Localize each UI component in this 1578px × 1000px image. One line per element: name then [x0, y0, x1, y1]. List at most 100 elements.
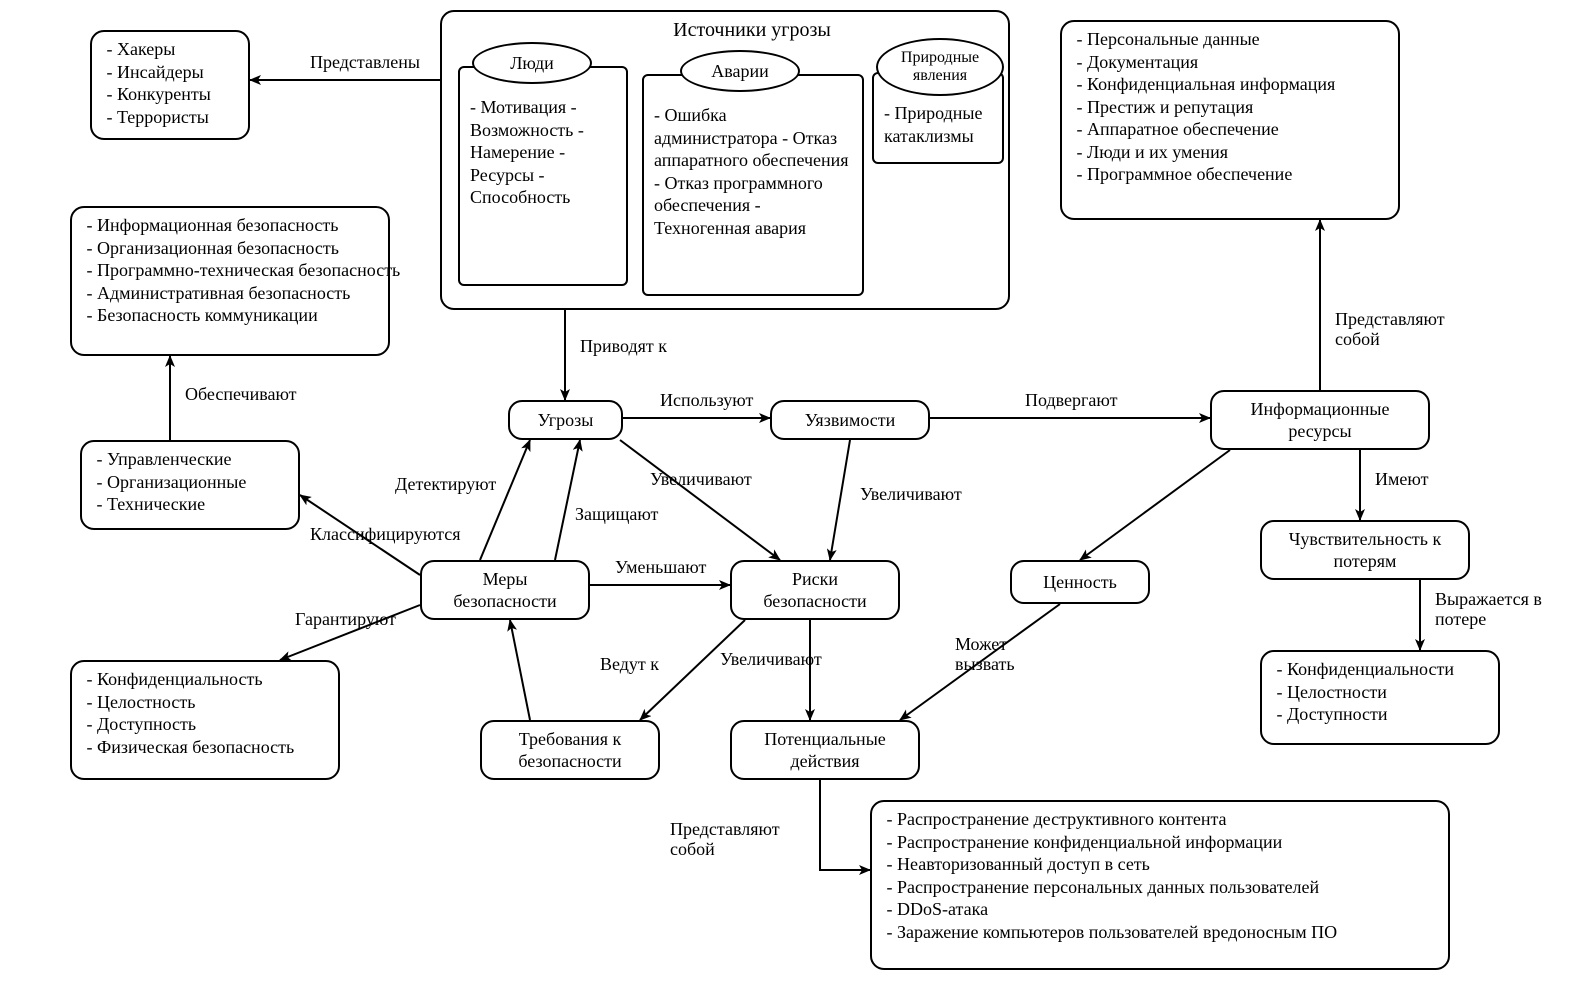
- node-info_res: Информационные ресурсы: [1210, 390, 1430, 450]
- ellipse-nature-label: Природные явления: [878, 49, 1002, 84]
- edge-label-e7: потере: [1435, 609, 1486, 629]
- ellipse-nature: Природные явления: [876, 38, 1004, 96]
- list-item: - Управленческие: [92, 448, 288, 471]
- edge-label-e20: собой: [670, 839, 715, 859]
- list-item: - Безопасность коммуникации: [82, 304, 378, 327]
- edge-e19: [900, 604, 1060, 720]
- node-label: Угрозы: [538, 409, 594, 432]
- node-cia: - Конфиденциальность - Целостность - Дос…: [70, 660, 340, 780]
- edge-e8: [620, 440, 780, 560]
- edge-e6b: [1080, 450, 1230, 560]
- node-risks: Риски безопасности: [730, 560, 900, 620]
- list-item: - Организационная безопасность: [82, 237, 378, 260]
- edge-label-e5: собой: [1335, 329, 1380, 349]
- list-item: - Программно-техническая безопасность: [82, 259, 378, 282]
- ellipse-accidents: Аварии: [680, 50, 800, 92]
- list-item: - Физическая безопасность: [82, 736, 328, 759]
- node-sensitivity: Чувствительность к потерям: [1260, 520, 1470, 580]
- node-hackers: - Хакеры - Инсайдеры - Конкуренты - Терр…: [90, 30, 250, 140]
- edge-label-e7: Выражается в: [1435, 589, 1542, 609]
- node-assets: - Персональные данные - Документация - К…: [1060, 20, 1400, 220]
- edge-label-e19: вызвать: [955, 654, 1015, 674]
- list-item: - Конфиденциальная информация: [1072, 73, 1388, 96]
- node-label: Чувствительность к потерям: [1272, 528, 1458, 573]
- list-item: - Информационная безопасность: [82, 214, 378, 237]
- list-item: - Доступности: [1272, 703, 1488, 726]
- node-label: Потенциальные действия: [742, 728, 908, 773]
- node-value: Ценность: [1010, 560, 1150, 604]
- list-item: - Программное обеспечение: [1072, 163, 1388, 186]
- node-label: Меры безопасности: [432, 568, 578, 613]
- list-item: - Конкуренты: [102, 83, 238, 106]
- edge-e10: [480, 440, 530, 560]
- edge-label-e9: Увеличивают: [860, 484, 962, 504]
- node-label: Требования к безопасности: [492, 728, 648, 773]
- list-item: - Террористы: [102, 106, 238, 129]
- list-item: - Природные катаклизмы: [884, 102, 992, 147]
- node-potential: Потенциальные действия: [730, 720, 920, 780]
- list-item: - Хакеры: [102, 38, 238, 61]
- node-vuln: Уязвимости: [770, 400, 930, 440]
- subbox-accidents: - Ошибка администратора - Отказ аппаратн…: [642, 74, 864, 296]
- diagram-stage: Источники угрозы - Мотивация - Возможнос…: [0, 0, 1578, 1000]
- edge-label-e11: Защищают: [575, 504, 659, 524]
- edge-label-e10: Детектируют: [395, 474, 496, 494]
- list-item: - Аппаратное обеспечение: [1072, 118, 1388, 141]
- node-measure_types: - Управленческие - Организационные - Тех…: [80, 440, 300, 530]
- list-item: - Организационные: [92, 471, 288, 494]
- list-item: - Целостность: [82, 691, 328, 714]
- node-threats: Угрозы: [508, 400, 623, 440]
- list-item: - Административная безопасность: [82, 282, 378, 305]
- node-label: Ценность: [1043, 571, 1117, 594]
- edge-label-e8: Увеличивают: [650, 469, 752, 489]
- edge-label-e13: Классифицируются: [310, 524, 460, 544]
- edge-e13: [300, 495, 420, 575]
- node-label: Уязвимости: [805, 409, 896, 432]
- edge-e9: [830, 440, 850, 560]
- node-label: Информационные ресурсы: [1222, 398, 1418, 443]
- edge-e15: [280, 605, 420, 660]
- list-item: - DDoS-атака: [882, 898, 1438, 921]
- list-item: - Заражение компьютеров пользователей вр…: [882, 921, 1438, 944]
- list-item: - Целостности: [1272, 681, 1488, 704]
- node-actions_list: - Распространение деструктивного контент…: [870, 800, 1450, 970]
- edge-e20: [820, 780, 870, 870]
- list-item: - Люди и их умения: [1072, 141, 1388, 164]
- edge-e16: [640, 620, 745, 720]
- list-item: - Распространение деструктивного контент…: [882, 808, 1438, 831]
- node-requirements: Требования к безопасности: [480, 720, 660, 780]
- list-item: - Инсайдеры: [102, 61, 238, 84]
- edge-label-e5: Представляют: [1335, 309, 1445, 329]
- node-infosec_types: - Информационная безопасность - Организа…: [70, 206, 390, 356]
- list-item: - Документация: [1072, 51, 1388, 74]
- list-item: - Ошибка администратора - Отказ аппаратн…: [654, 104, 852, 239]
- edge-label-e20: Представляют: [670, 819, 780, 839]
- node-measures: Меры безопасности: [420, 560, 590, 620]
- edge-label-e15: Гарантируют: [295, 609, 396, 629]
- list-item: - Распространение персональных данных по…: [882, 876, 1438, 899]
- list-item: - Технические: [92, 493, 288, 516]
- edge-label-e4: Подвергают: [1025, 390, 1118, 410]
- list-item: - Мотивация - Возможность - Намерение - …: [470, 96, 616, 209]
- list-item: - Распространение конфиденциальной инфор…: [882, 831, 1438, 854]
- list-item: - Конфиденциальности: [1272, 658, 1488, 681]
- edge-label-e12: Уменьшают: [615, 557, 706, 577]
- list-item: - Доступность: [82, 713, 328, 736]
- edge-label-e6: Имеют: [1375, 469, 1429, 489]
- ellipse-people: Люди: [472, 42, 592, 84]
- node-loss: - Конфиденциальности - Целостности - Дос…: [1260, 650, 1500, 745]
- edge-label-e14: Обеспечивают: [185, 384, 297, 404]
- edge-label-e1: Представлены: [310, 52, 420, 72]
- edge-label-e2: Приводят к: [580, 336, 667, 356]
- edge-label-e18: Увеличивают: [720, 649, 822, 669]
- edge-label-e16: Ведут к: [600, 654, 659, 674]
- sources-title: Источники угрозы: [652, 18, 852, 43]
- subbox-people: - Мотивация - Возможность - Намерение - …: [458, 66, 628, 286]
- edge-label-e19: Может: [955, 634, 1007, 654]
- edge-e11: [555, 440, 580, 560]
- list-item: - Престиж и репутация: [1072, 96, 1388, 119]
- list-item: - Конфиденциальность: [82, 668, 328, 691]
- edge-label-e3: Используют: [660, 390, 754, 410]
- list-item: - Неавторизованный доступ в сеть: [882, 853, 1438, 876]
- list-item: - Персональные данные: [1072, 28, 1388, 51]
